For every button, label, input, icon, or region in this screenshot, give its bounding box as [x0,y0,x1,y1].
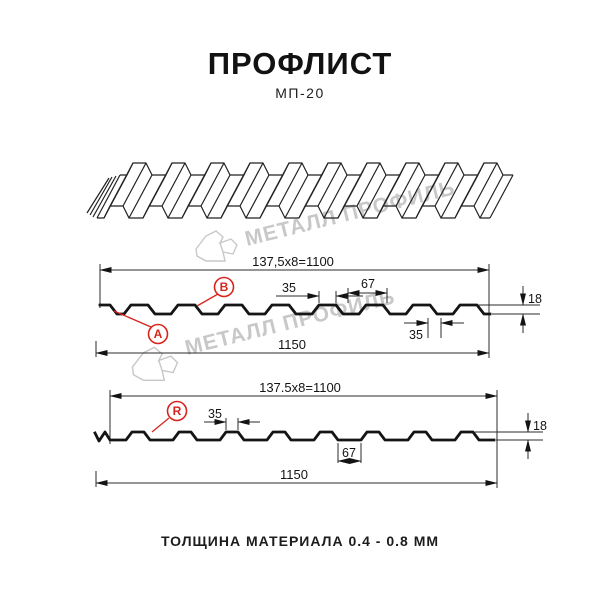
profile-outline-top [98,303,492,316]
callout-a: A [113,310,169,345]
height-reference-lines [479,304,540,315]
dim-valley-width: 35 [409,328,423,342]
dim-pitch-bottom: 137.5x8=1100 [259,380,341,395]
callout-b: B [196,276,235,307]
cross-section-bottom: 137.5x8=1100 1150 35 67 18 R [93,380,547,488]
watermark-text: МЕТАЛЛ ПРОФИЛЬ [243,176,458,251]
profile-outline-bottom [93,430,496,443]
label-r: R [173,404,182,418]
sheet-front-edge [97,205,490,219]
sheet-back-edge [120,162,513,176]
brand-logo-icon [131,346,179,382]
height-reference-lines [475,431,543,441]
dim-valley-width: 67 [342,446,356,460]
dim-rib-base-width: 67 [361,277,375,291]
product-model: МП-20 [275,85,325,101]
dim-rib-top-width: 35 [282,281,296,295]
label-b: B [220,280,229,294]
material-thickness-note: ТОЛЩИНА МАТЕРИАЛА 0.4 - 0.8 ММ [160,533,440,549]
dim-profile-height: 18 [533,419,547,433]
label-a: A [154,327,163,341]
brand-logo-icon [195,230,238,262]
dim-profile-height: 18 [528,292,542,306]
dim-overall-width-top: 1150 [278,337,306,352]
brand-watermark-lower: МЕТАЛЛ ПРОФИЛЬ [131,285,398,382]
sheet-cut-edge-hatch [86,174,121,219]
sheet-3d-view [86,162,514,219]
dim-pitch-top: 137,5x8=1100 [252,254,334,269]
callout-r: R [151,400,188,433]
sheet-rib-lines [103,162,514,219]
cross-section-top: 137,5x8=1100 1150 35 67 35 18 A B [95,254,542,358]
page-title: ПРОФЛИСТ [207,46,393,81]
dim-rib-top-width: 35 [208,407,222,421]
dim-overall-width-bottom: 1150 [280,467,308,482]
